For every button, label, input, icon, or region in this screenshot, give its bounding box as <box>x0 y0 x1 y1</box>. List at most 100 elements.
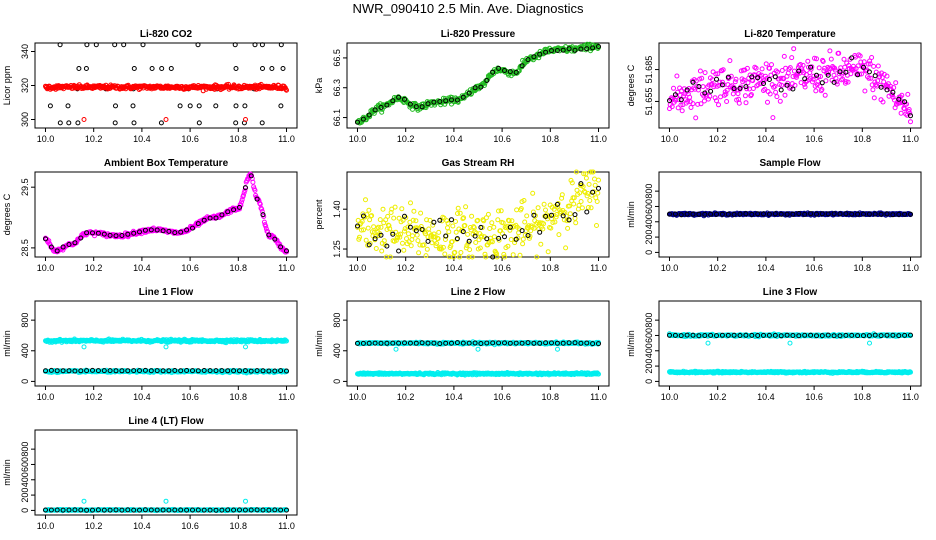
x-tick-label: 10.8 <box>854 392 872 402</box>
data-point <box>426 226 432 232</box>
y-tick-label: 66.1 <box>332 109 342 127</box>
data-point <box>125 231 131 237</box>
data-point <box>867 340 872 346</box>
data-point <box>76 66 82 71</box>
series-black <box>355 181 601 260</box>
data-point <box>241 192 246 198</box>
data-point <box>384 340 390 346</box>
data-point <box>908 113 913 119</box>
data-point <box>808 211 814 217</box>
data-point <box>413 104 419 110</box>
data-point <box>239 197 245 203</box>
data-point <box>743 84 749 90</box>
data-point <box>868 75 874 81</box>
data-point <box>406 231 411 237</box>
data-point <box>213 103 219 109</box>
data-point <box>360 340 366 346</box>
data-point <box>736 100 742 106</box>
y-tick-label: 28.5 <box>20 239 30 257</box>
data-point <box>579 205 585 211</box>
data-point <box>416 250 422 256</box>
panel-title: Li-820 Pressure <box>441 29 516 40</box>
series-magenta <box>667 46 913 125</box>
data-point <box>538 241 544 247</box>
data-point <box>359 227 364 233</box>
data-point <box>449 217 454 223</box>
data-point <box>819 87 825 92</box>
y-axis-label: degrees C <box>2 193 12 235</box>
data-point <box>142 227 148 233</box>
data-point <box>898 110 904 116</box>
data-point <box>896 96 902 102</box>
data-point <box>54 368 60 374</box>
data-point <box>410 217 416 223</box>
data-point <box>822 92 828 98</box>
data-point <box>548 225 554 231</box>
x-tick-label: 10.0 <box>37 392 55 402</box>
plot-frame <box>34 171 298 258</box>
data-point <box>555 201 561 206</box>
y-tick-label: 29.5 <box>20 178 30 196</box>
x-tick-label: 10.8 <box>230 134 248 144</box>
data-point <box>800 62 806 68</box>
data-point <box>272 368 278 374</box>
y-tick-label: 0 <box>644 379 654 384</box>
data-point <box>472 233 478 239</box>
data-point <box>578 199 584 204</box>
data-point <box>482 251 488 257</box>
data-point <box>869 82 875 88</box>
data-point <box>131 66 137 71</box>
data-point <box>784 82 790 88</box>
data-point <box>675 105 681 111</box>
data-point <box>378 232 384 238</box>
data-point <box>543 340 549 346</box>
x-tick-label: 10.6 <box>181 392 199 402</box>
data-point <box>507 224 513 230</box>
panel-title: Li-820 Temperature <box>744 29 836 40</box>
data-point <box>731 86 737 92</box>
y-axis-label: percent <box>314 199 324 230</box>
data-point <box>505 243 511 249</box>
data-point <box>855 211 861 217</box>
data-point <box>372 107 378 113</box>
data-point <box>899 92 905 98</box>
data-point <box>815 79 821 84</box>
data-point <box>814 211 819 217</box>
data-point <box>572 47 578 53</box>
data-point <box>513 340 519 346</box>
data-point <box>531 212 537 218</box>
data-point <box>501 251 507 257</box>
data-point <box>148 368 154 374</box>
data-point <box>765 99 770 105</box>
data-point <box>366 242 372 248</box>
data-point <box>184 227 190 233</box>
x-tick-label: 10.4 <box>445 134 463 144</box>
series-black <box>355 44 601 125</box>
x-tick-label: 11.0 <box>590 263 607 273</box>
data-point <box>525 233 531 238</box>
data-point <box>437 341 443 347</box>
data-point <box>845 79 851 85</box>
data-point <box>543 49 549 55</box>
y-tick-label: 0 <box>644 250 654 255</box>
data-point <box>596 341 601 347</box>
data-point <box>724 99 730 104</box>
data-point <box>714 211 719 217</box>
data-point <box>902 99 908 105</box>
data-point <box>404 236 409 242</box>
x-tick-label: 10.4 <box>445 263 463 273</box>
y-tick-label: 51.655 <box>644 88 654 116</box>
data-point <box>583 175 589 181</box>
data-point <box>560 340 566 346</box>
x-tick-label: 10.0 <box>661 263 679 273</box>
data-point <box>514 207 520 213</box>
data-point <box>530 190 536 196</box>
data-point <box>795 70 801 76</box>
data-point <box>779 82 785 88</box>
data-point <box>450 223 456 229</box>
data-point <box>525 340 531 346</box>
data-point <box>400 217 406 223</box>
data-point <box>767 65 772 71</box>
data-point <box>472 340 478 346</box>
data-point <box>419 340 425 346</box>
